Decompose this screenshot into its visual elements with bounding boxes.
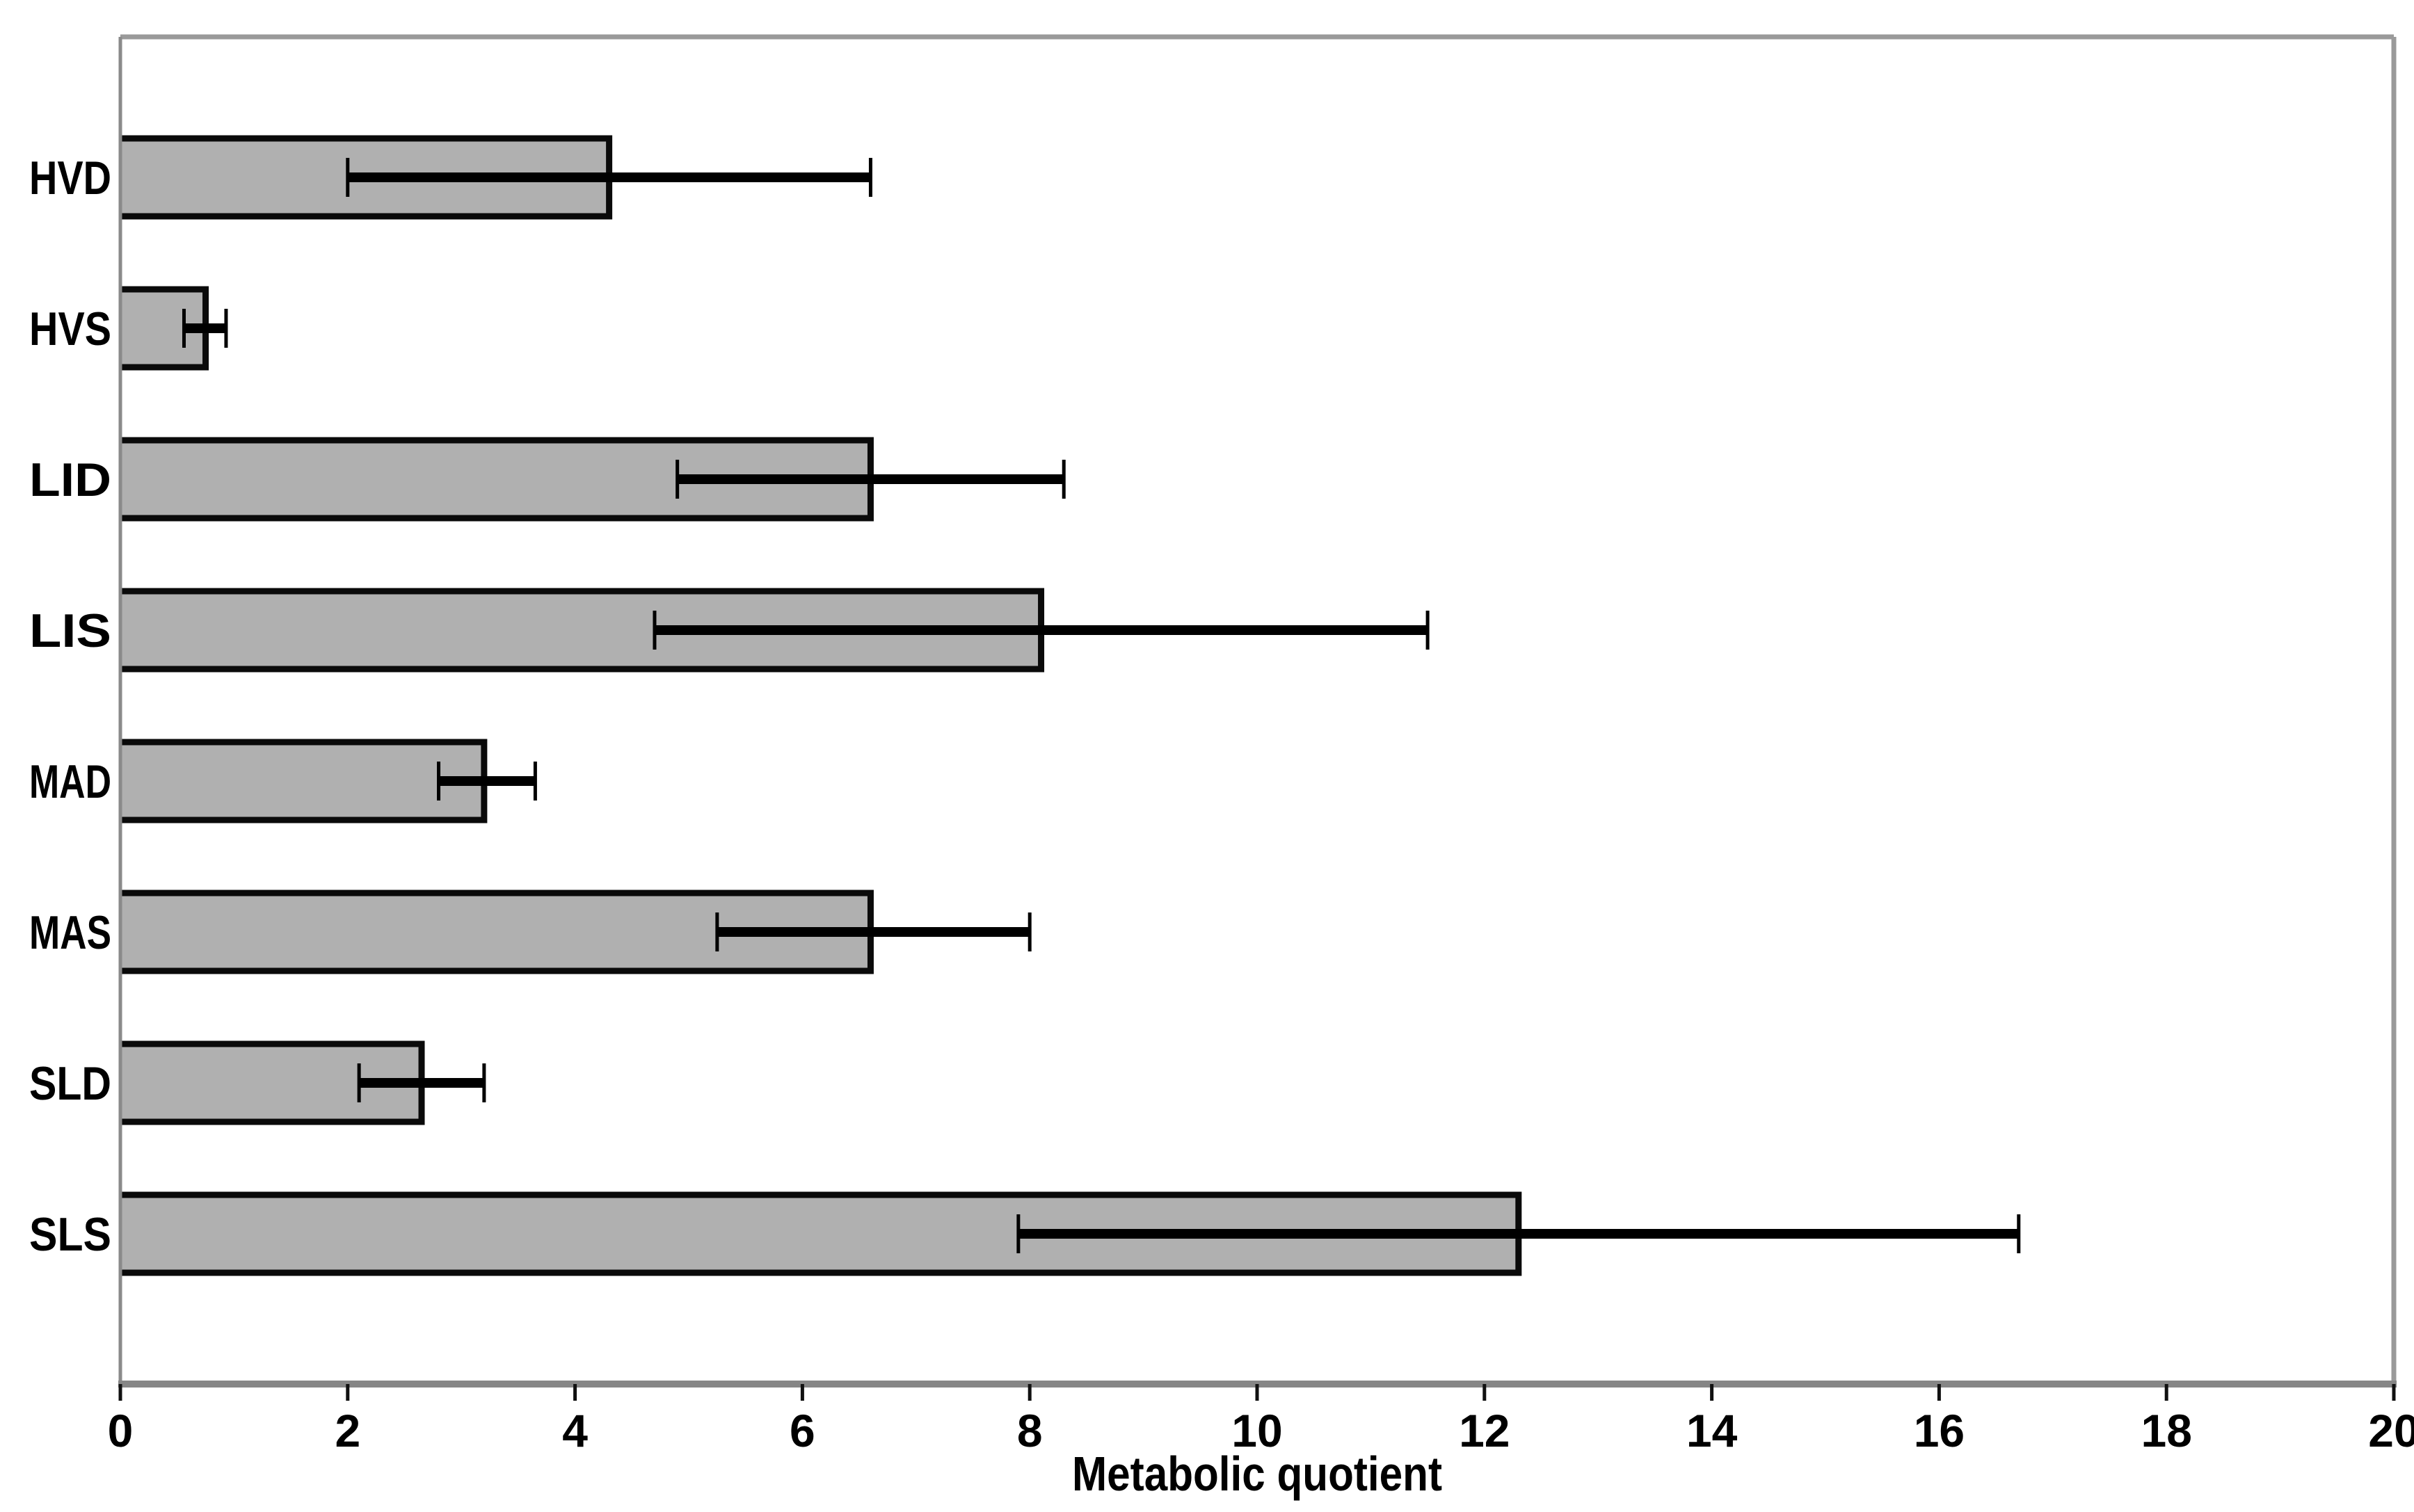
x-tick-label-18: 18 (2141, 1405, 2191, 1456)
y-axis-label-hvd: HVD (29, 152, 111, 204)
x-tick-label-12: 12 (1459, 1405, 1510, 1456)
x-tick-label-4: 4 (562, 1405, 588, 1456)
bar-mad (120, 742, 484, 820)
y-axis-label-hvs: HVS (29, 303, 111, 355)
x-tick-label-16: 16 (1914, 1405, 1965, 1456)
x-axis-title: Metabolic quotient (1072, 1447, 1442, 1501)
x-tick-label-8: 8 (1017, 1405, 1043, 1456)
y-axis-label-lid: LID (29, 453, 111, 506)
x-tick-label-0: 0 (108, 1405, 134, 1456)
x-tick-label-20: 20 (2368, 1405, 2414, 1456)
y-axis-label-mas: MAS (29, 906, 111, 959)
y-axis-label-lis: LIS (29, 604, 111, 657)
y-axis-label-sld: SLD (29, 1057, 111, 1110)
x-tick-label-14: 14 (1686, 1405, 1738, 1456)
x-tick-label-6: 6 (790, 1405, 815, 1456)
x-tick-label-2: 2 (335, 1405, 360, 1456)
y-axis-label-mad: MAD (29, 755, 111, 808)
x-tick-label-10: 10 (1231, 1405, 1282, 1456)
y-axis-label-sls: SLS (29, 1208, 111, 1261)
